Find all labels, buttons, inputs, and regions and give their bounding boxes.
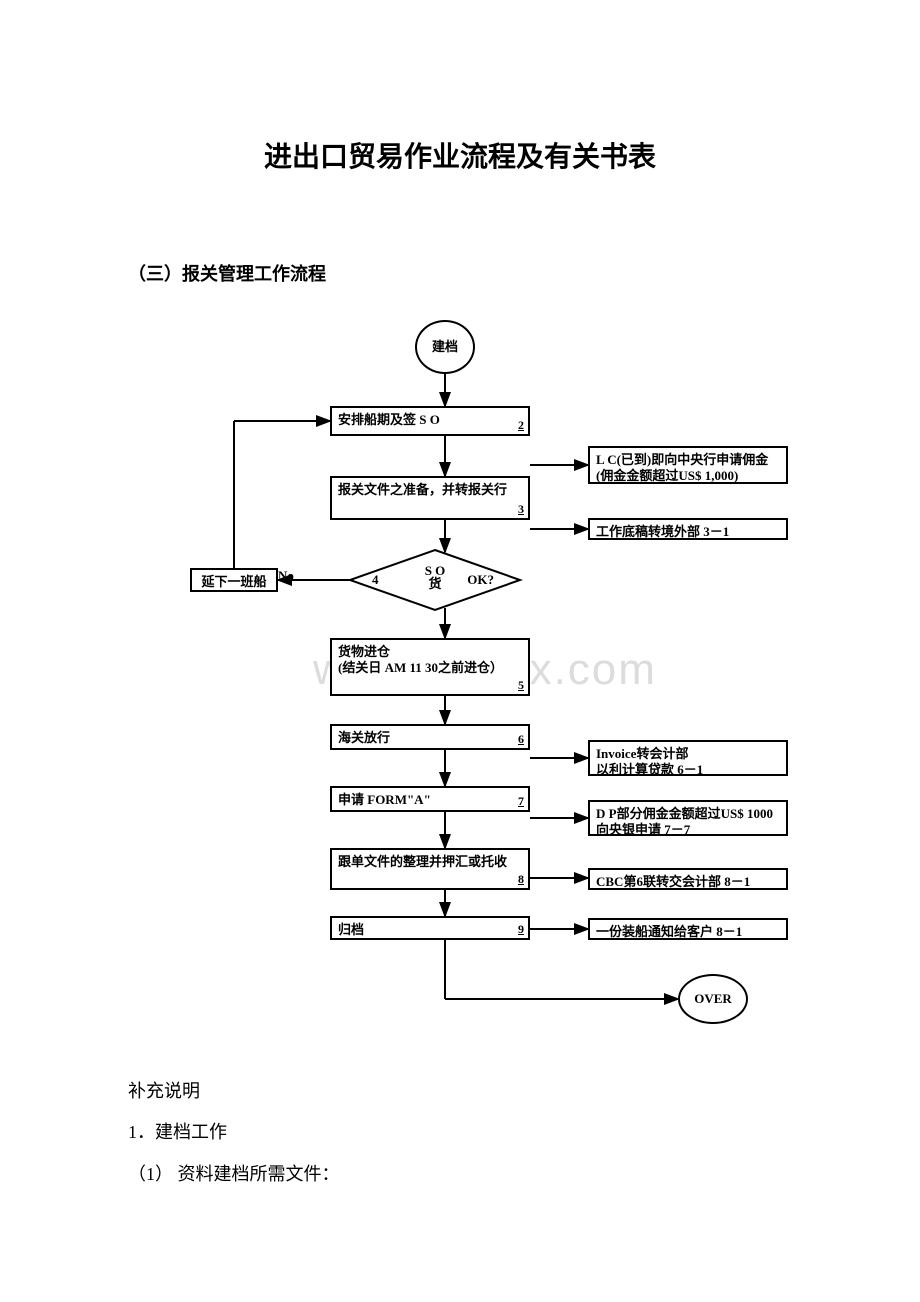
step-number: 2 xyxy=(518,418,524,433)
side-note-0: L C(已到)即向中央行申请佣金(佣金金额超过US$ 1,000) xyxy=(588,446,788,484)
step-number: 8 xyxy=(518,872,524,887)
body-supplement: 补充说明 xyxy=(128,1077,200,1103)
node-end: OVER xyxy=(678,974,748,1024)
body-item1-1: （1） 资料建档所需文件： xyxy=(128,1160,340,1186)
node-step-8: 跟单文件的整理并押汇或托收8 xyxy=(330,848,530,890)
side-note-4: CBC第6联转交会计部 8－1 xyxy=(588,868,788,890)
node-step-5: 货物进仓(结关日 AM 11 30之前进仓）5 xyxy=(330,638,530,696)
step-number: 3 xyxy=(518,502,524,517)
side-note-2: Invoice转会计部以利计算贷款 6－1 xyxy=(588,740,788,776)
step-number: 6 xyxy=(518,732,524,747)
side-note-3: D P部分佣金金额超过US$ 1000向央银申请 7－7 xyxy=(588,800,788,836)
node-step-2: 安排船期及签 S O2 xyxy=(330,406,530,436)
node-step-3: 报关文件之准备，并转报关行3 xyxy=(330,476,530,520)
node-step-7: 申请 FORM"A"7 xyxy=(330,786,530,812)
decision-label: 4S O货OK? xyxy=(350,564,520,592)
node-start: 建档 xyxy=(415,320,475,374)
body-item1: 1．建档工作 xyxy=(128,1118,227,1144)
page-subtitle: （三）报关管理工作流程 xyxy=(128,260,326,286)
page: 进出口贸易作业流程及有关书表 （三）报关管理工作流程 www.bdocx.com… xyxy=(0,0,920,1302)
node-step-9: 归档9 xyxy=(330,916,530,940)
flowchart: 建档 OVER 安排船期及签 S O2 报关文件之准备，并转报关行3 货物进仓(结关日 … xyxy=(130,320,790,1040)
step-number: 9 xyxy=(518,922,524,937)
node-delay: 延下一班船 xyxy=(190,568,278,592)
step-number: 7 xyxy=(518,794,524,809)
side-note-1: 工作底稿转境外部 3－1 xyxy=(588,518,788,540)
decision-no-label: No xyxy=(278,568,294,584)
step-number: 5 xyxy=(518,678,524,693)
side-note-5: 一份装船通知给客户 8－1 xyxy=(588,918,788,940)
page-title: 进出口贸易作业流程及有关书表 xyxy=(0,135,920,175)
node-step-6: 海关放行6 xyxy=(330,724,530,750)
